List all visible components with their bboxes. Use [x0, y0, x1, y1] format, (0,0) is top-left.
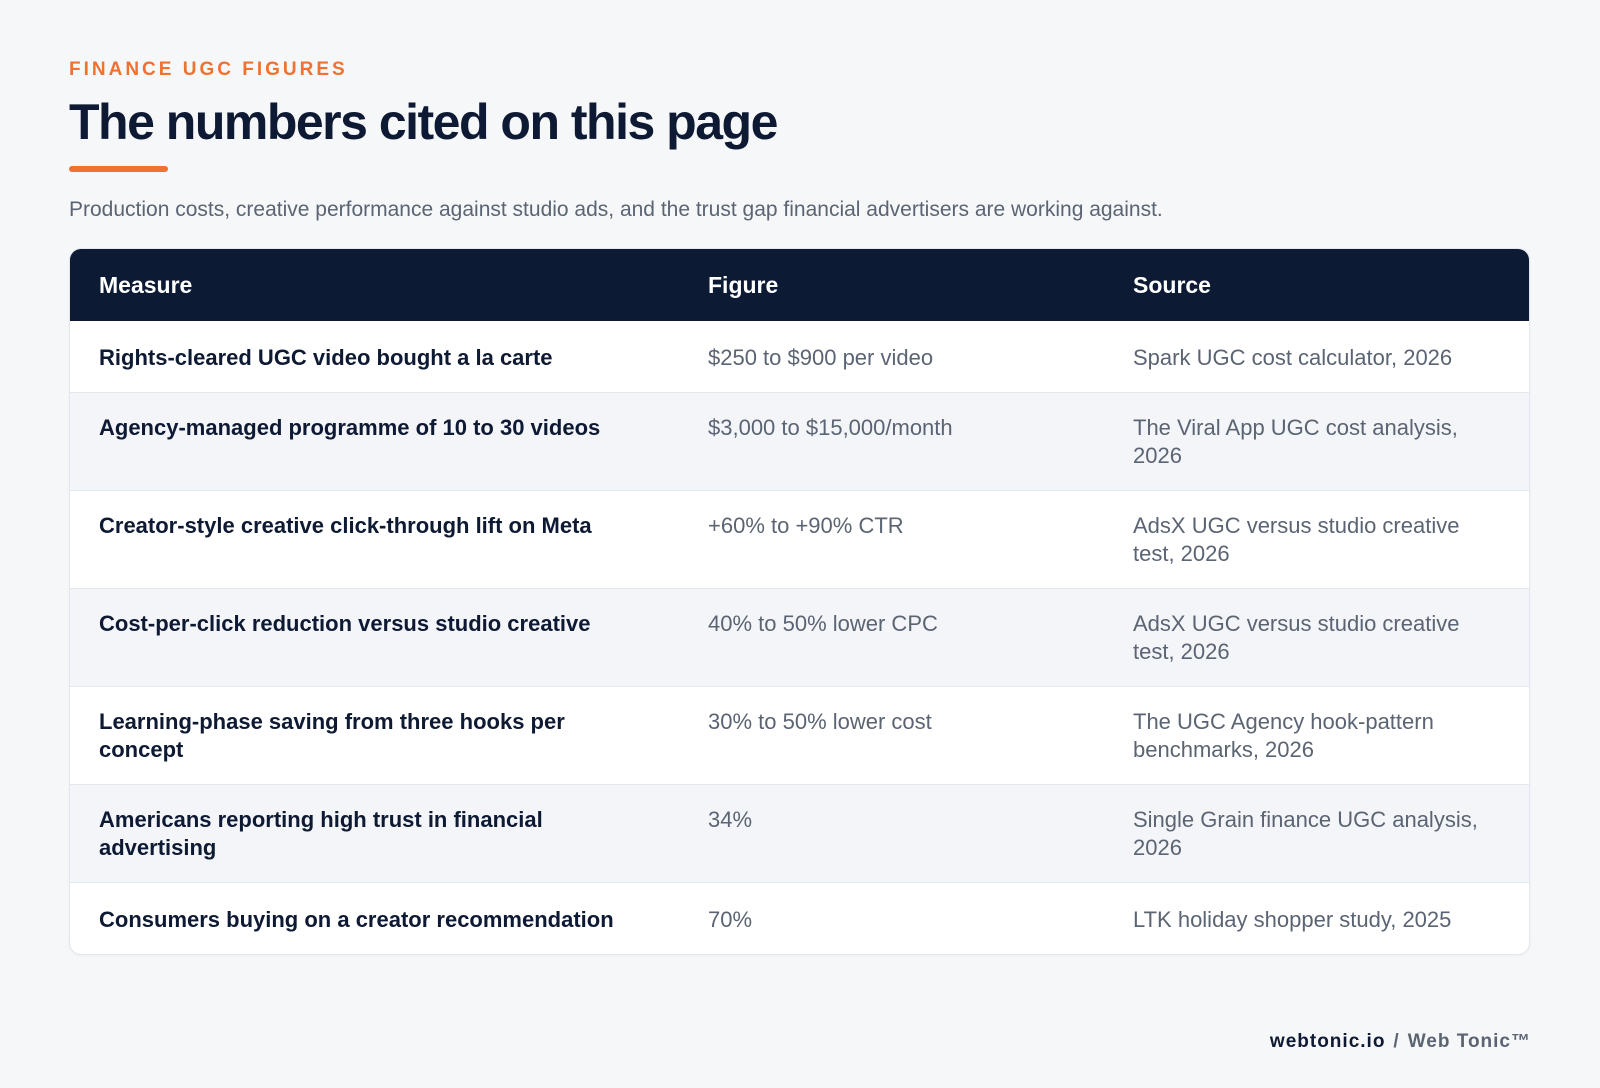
- figure-cell: +60% to +90% CTR: [708, 513, 904, 538]
- table-row: Consumers buying on a creator recommenda…: [70, 882, 1529, 955]
- measure-cell: Americans reporting high trust in financ…: [99, 807, 543, 860]
- figure-cell: 30% to 50% lower cost: [708, 709, 932, 734]
- footer-brand: Web Tonic™: [1407, 1031, 1531, 1052]
- page-subtitle: Production costs, creative performance a…: [69, 198, 1163, 221]
- table-header-row: Measure Figure Source: [70, 249, 1529, 321]
- table-row: Creator-style creative click-through lif…: [70, 490, 1529, 589]
- figure-cell: $250 to $900 per video: [708, 345, 934, 370]
- page-content: FINANCE UGC FIGURES The numbers cited on…: [69, 58, 1530, 955]
- source-cell: The UGC Agency hook-pattern benchmarks, …: [1133, 709, 1434, 762]
- footer-credit: webtonic.io / Web Tonic™: [1270, 1031, 1531, 1053]
- table-body: Rights-cleared UGC video bought a la car…: [70, 321, 1529, 954]
- page-title: The numbers cited on this page: [69, 94, 778, 150]
- eyebrow-label: FINANCE UGC FIGURES: [69, 59, 348, 80]
- figures-table-card: Measure Figure Source Rights-cleared UGC…: [69, 248, 1530, 955]
- measure-cell: Rights-cleared UGC video bought a la car…: [99, 345, 553, 370]
- source-cell: AdsX UGC versus studio creative test, 20…: [1133, 513, 1460, 566]
- figures-table: Measure Figure Source Rights-cleared UGC…: [70, 249, 1529, 954]
- table-row: Cost-per-click reduction versus studio c…: [70, 588, 1529, 687]
- footer-domain: webtonic.io: [1269, 1031, 1386, 1052]
- column-header-source: Source: [1133, 271, 1211, 298]
- footer-separator: /: [1393, 1031, 1400, 1052]
- table-row: Americans reporting high trust in financ…: [70, 784, 1529, 883]
- measure-cell: Consumers buying on a creator recommenda…: [99, 907, 614, 932]
- measure-cell: Agency-managed programme of 10 to 30 vid…: [99, 415, 601, 440]
- source-cell: AdsX UGC versus studio creative test, 20…: [1133, 611, 1460, 664]
- table-row: Agency-managed programme of 10 to 30 vid…: [70, 392, 1529, 491]
- source-cell: Single Grain finance UGC analysis, 2026: [1133, 807, 1478, 860]
- figure-cell: 70%: [708, 907, 753, 932]
- table-header: Measure Figure Source: [70, 249, 1529, 321]
- column-header-figure: Figure: [708, 271, 779, 298]
- measure-cell: Cost-per-click reduction versus studio c…: [99, 611, 591, 636]
- measure-cell: Creator-style creative click-through lif…: [99, 513, 592, 538]
- figure-cell: 40% to 50% lower CPC: [708, 611, 938, 636]
- column-header-measure: Measure: [99, 271, 193, 298]
- title-underline: [69, 166, 168, 172]
- measure-cell: Learning-phase saving from three hooks p…: [99, 709, 565, 762]
- source-cell: Spark UGC cost calculator, 2026: [1133, 345, 1453, 370]
- figure-cell: $3,000 to $15,000/month: [708, 415, 953, 440]
- source-cell: LTK holiday shopper study, 2025: [1133, 907, 1452, 932]
- table-row: Learning-phase saving from three hooks p…: [70, 686, 1529, 785]
- figure-cell: 34%: [708, 807, 753, 832]
- source-cell: The Viral App UGC cost analysis, 2026: [1133, 415, 1458, 468]
- table-row: Rights-cleared UGC video bought a la car…: [70, 321, 1529, 393]
